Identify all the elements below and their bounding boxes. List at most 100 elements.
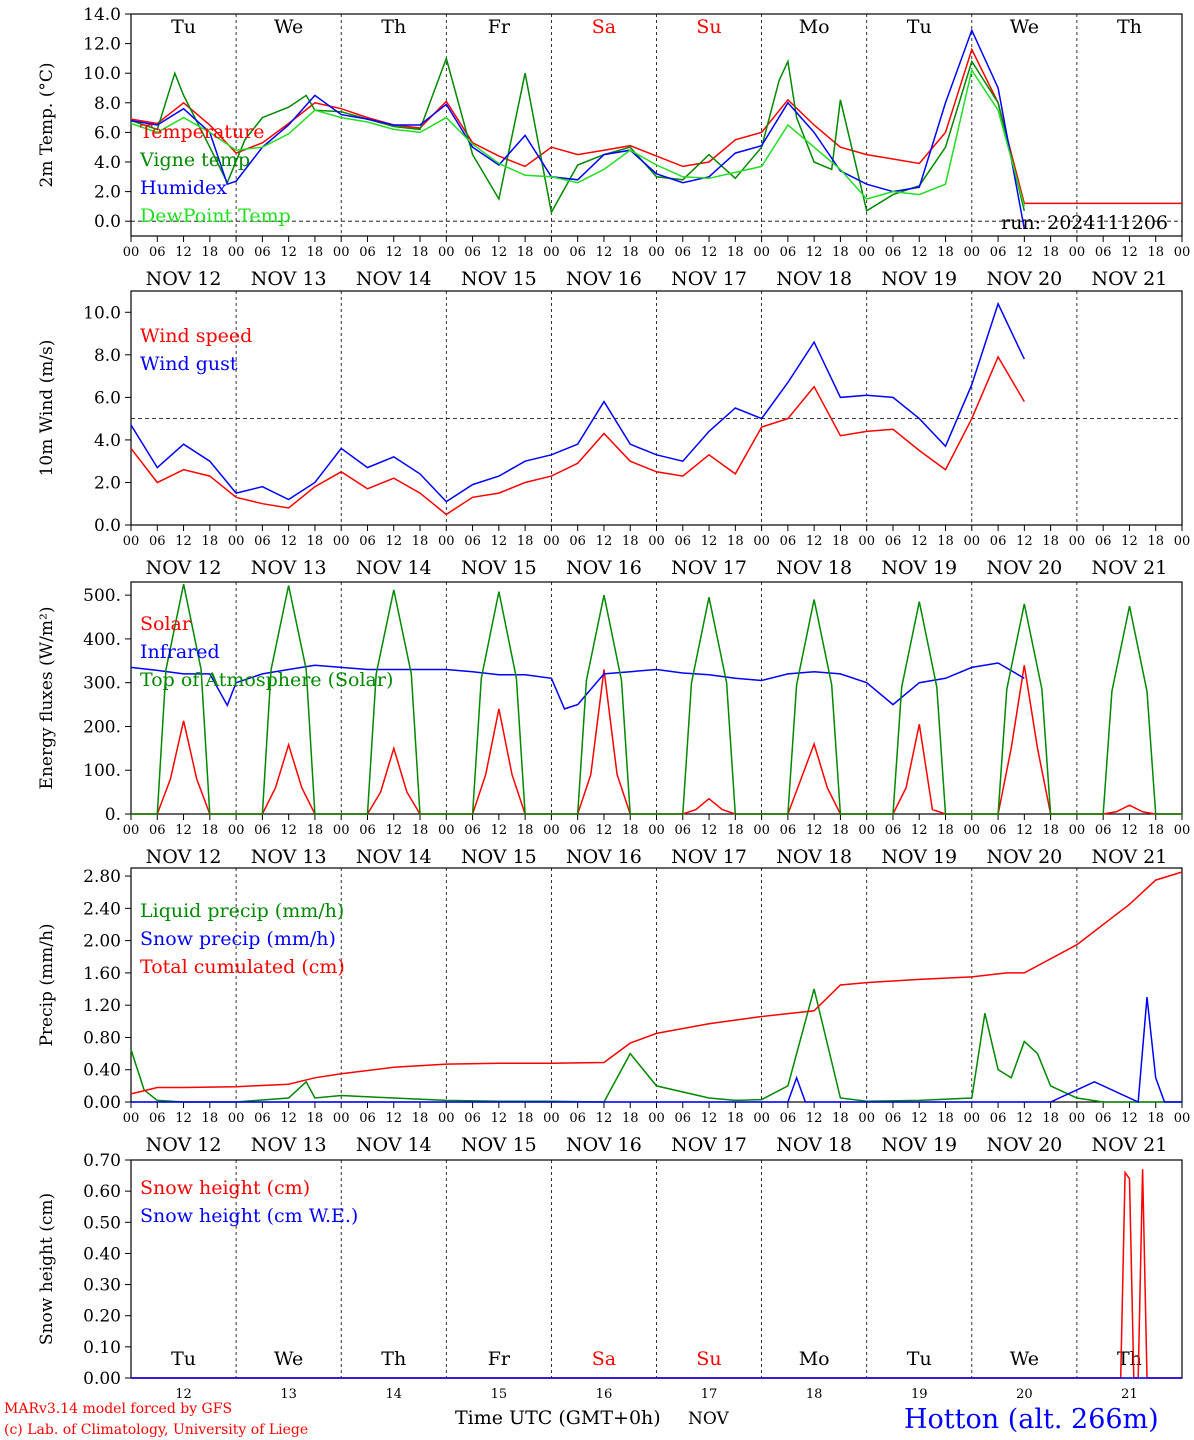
date-label: NOV 14 bbox=[356, 268, 432, 290]
y-tick-label: 6.0 bbox=[94, 388, 121, 408]
y-tick-label: 4.0 bbox=[94, 431, 121, 451]
legend-entry: Humidex bbox=[140, 177, 227, 199]
weekday-label: Th bbox=[1117, 1348, 1142, 1370]
x-tick-label: 18 bbox=[937, 823, 954, 838]
date-label: NOV 19 bbox=[881, 557, 957, 579]
weekday-label: We bbox=[1010, 16, 1039, 38]
date-label: NOV 17 bbox=[671, 1134, 747, 1156]
x-tick-label: 06 bbox=[780, 245, 797, 260]
x-tick-label: 00 bbox=[543, 534, 560, 549]
x-tick-label: 12 bbox=[911, 245, 928, 260]
date-label: NOV 14 bbox=[356, 557, 432, 579]
x-tick-label: 18 bbox=[622, 823, 639, 838]
y-tick-label: 1.60 bbox=[83, 964, 121, 984]
x-tick-label: 00 bbox=[333, 823, 350, 838]
date-label: NOV 20 bbox=[986, 1134, 1062, 1156]
x-tick-label: 18 bbox=[937, 245, 954, 260]
x-tick-label: 12 bbox=[1121, 823, 1138, 838]
date-label: NOV 17 bbox=[671, 557, 747, 579]
x-tick-label: 18 bbox=[1147, 534, 1164, 549]
y-tick-label: 8.0 bbox=[94, 346, 121, 366]
y-axis-label: Precip (mm/h) bbox=[37, 923, 57, 1046]
date-label: NOV 15 bbox=[461, 268, 537, 290]
x-tick-label: 18 bbox=[727, 823, 744, 838]
date-label: NOV 20 bbox=[986, 268, 1062, 290]
x-tick-label: 00 bbox=[1069, 245, 1086, 260]
y-tick-label: 0.0 bbox=[94, 212, 121, 232]
x-tick-label: 12 bbox=[491, 534, 508, 549]
x-tick-label: 18 bbox=[1147, 245, 1164, 260]
date-label: NOV 18 bbox=[776, 557, 852, 579]
x-tick-label: 00 bbox=[648, 823, 665, 838]
weekday-label: Tu bbox=[907, 16, 932, 38]
x-tick-label: 18 bbox=[1147, 1111, 1164, 1126]
y-tick-label: 10.0 bbox=[83, 64, 121, 84]
x-tick-label: 12 bbox=[491, 1111, 508, 1126]
date-label: NOV 13 bbox=[251, 846, 327, 868]
x-tick-label: 06 bbox=[569, 534, 586, 549]
x-tick-label: 00 bbox=[1069, 823, 1086, 838]
weekday-label: We bbox=[1010, 1348, 1039, 1370]
x-tick-label: 12 bbox=[491, 245, 508, 260]
x-tick-label: 06 bbox=[675, 245, 692, 260]
y-tick-label: 2.80 bbox=[83, 867, 121, 887]
series-line bbox=[130, 871, 1183, 1095]
x-tick-label: 18 bbox=[517, 534, 534, 549]
series-line bbox=[130, 68, 1026, 207]
date-label: NOV 13 bbox=[251, 1134, 327, 1156]
x-tick-label: 18 bbox=[622, 1111, 639, 1126]
x-tick-label: 00 bbox=[1174, 534, 1191, 549]
x-tick-label: 18 bbox=[1042, 245, 1059, 260]
x-tick-label: 06 bbox=[569, 1111, 586, 1126]
y-tick-label: 0.80 bbox=[83, 1028, 121, 1048]
panel-5: 0.00 0.10 0.20 0.30 0.40 0.50 0.60 0.70 Snow hei… bbox=[37, 1151, 1183, 1402]
x-tick-label: 00 bbox=[123, 534, 140, 549]
x-tick-label: 12 bbox=[385, 823, 402, 838]
day-number: 14 bbox=[385, 1387, 402, 1402]
x-tick-label: 00 bbox=[543, 823, 560, 838]
x-tick-label: 06 bbox=[254, 823, 271, 838]
legend-entry: Total cumulated (cm) bbox=[140, 956, 345, 978]
y-tick-label: 0.50 bbox=[83, 1213, 121, 1233]
weekday-label: Tu bbox=[171, 1348, 196, 1370]
x-tick-label: 18 bbox=[727, 1111, 744, 1126]
date-label: NOV 16 bbox=[566, 268, 642, 290]
x-tick-label: 06 bbox=[149, 534, 166, 549]
x-tick-label: 12 bbox=[1121, 534, 1138, 549]
weekday-label: Th bbox=[1117, 16, 1142, 38]
x-tick-label: 18 bbox=[202, 245, 219, 260]
day-number: 17 bbox=[701, 1387, 718, 1402]
x-tick-label: 12 bbox=[1121, 1111, 1138, 1126]
x-tick-label: 00 bbox=[228, 534, 245, 549]
x-tick-label: 06 bbox=[254, 534, 271, 549]
legend-entry: Temperature bbox=[140, 121, 264, 143]
weekday-label: Mo bbox=[799, 1348, 830, 1370]
date-label: NOV 15 bbox=[461, 1134, 537, 1156]
day-number: 15 bbox=[491, 1387, 508, 1402]
x-tick-label: 18 bbox=[1147, 823, 1164, 838]
x-tick-label: 18 bbox=[517, 1111, 534, 1126]
x-tick-label: 18 bbox=[1042, 823, 1059, 838]
x-tick-label: 18 bbox=[832, 823, 849, 838]
x-tick-label: 12 bbox=[175, 245, 192, 260]
x-tick-label: 18 bbox=[1042, 534, 1059, 549]
x-tick-label: 06 bbox=[464, 534, 481, 549]
legend-entry: Snow height (cm) bbox=[140, 1177, 310, 1199]
date-label: NOV 14 bbox=[356, 1134, 432, 1156]
x-tick-label: 18 bbox=[622, 534, 639, 549]
x-tick-label: 00 bbox=[333, 245, 350, 260]
x-tick-label: 18 bbox=[727, 534, 744, 549]
x-tick-label: 00 bbox=[753, 1111, 770, 1126]
y-tick-label: 2.40 bbox=[83, 899, 121, 919]
x-tick-label: 12 bbox=[280, 823, 297, 838]
footer: MARv3.14 model forced by GFS (c) Lab. of… bbox=[4, 1401, 1159, 1438]
legend-entry: Infrared bbox=[140, 641, 220, 663]
date-label: NOV 16 bbox=[566, 846, 642, 868]
series-line bbox=[130, 55, 1026, 215]
weekday-label: Mo bbox=[799, 16, 830, 38]
run-label: run: 2024111206 bbox=[1001, 212, 1168, 234]
x-tick-label: 00 bbox=[753, 534, 770, 549]
x-tick-label: 06 bbox=[885, 1111, 902, 1126]
x-tick-label: 00 bbox=[964, 823, 981, 838]
date-label: NOV 20 bbox=[986, 557, 1062, 579]
